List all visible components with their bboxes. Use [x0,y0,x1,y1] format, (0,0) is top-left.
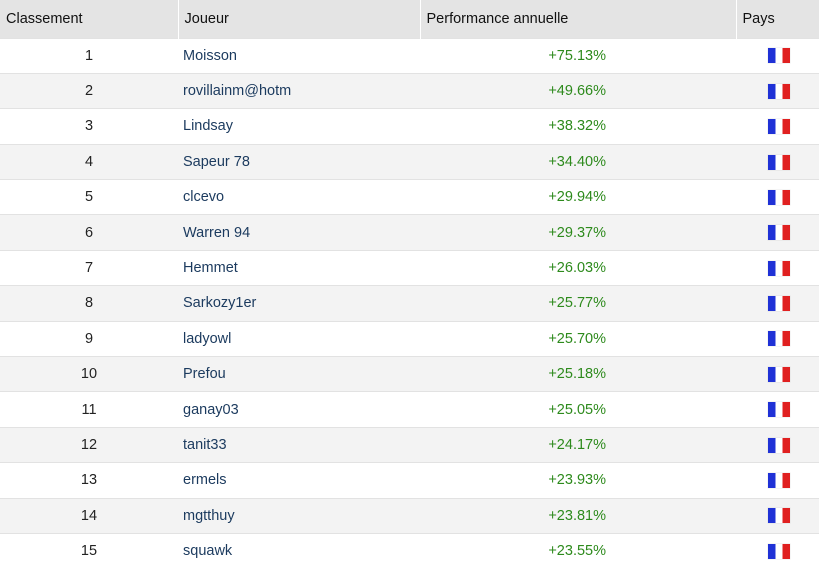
player-name-link[interactable]: Prefou [178,356,420,392]
france-flag-icon [768,508,790,524]
table-row[interactable]: 7 Hemmet +26.03% [0,249,819,286]
country-cell [736,179,819,215]
performance-cell: +23.81% [420,497,736,534]
france-flag-icon [768,154,790,170]
header-performance[interactable]: Performance annuelle [420,0,737,38]
rank-cell: 11 [0,391,178,428]
france-flag-icon [768,473,790,489]
table-row[interactable]: 12 tanit33 +24.17% [0,426,819,463]
rank-cell: 3 [0,108,178,145]
performance-cell: +23.55% [420,532,736,568]
table-row[interactable]: 9 ladyowl +25.70% [0,320,819,357]
performance-cell: +38.32% [420,108,736,145]
france-flag-icon [768,260,790,276]
player-name-link[interactable]: Sarkozy1er [178,285,420,322]
performance-cell: +25.05% [420,391,736,428]
france-flag-icon [768,189,790,205]
table-row[interactable]: 14 mgtthuy +23.81% [0,497,819,534]
player-name-link[interactable]: rovillainm@hotm [178,72,420,109]
player-name-link[interactable]: ladyowl [178,320,420,357]
france-flag-icon [768,331,790,347]
rank-cell: 13 [0,462,178,499]
rank-cell: 5 [0,179,178,215]
table-body: 1 Moisson +75.13% 2 rovillainm@hotm +49.… [0,37,819,568]
rank-cell: 2 [0,72,178,109]
france-flag-icon [768,366,790,382]
header-row: Classement Joueur Performance annuelle P… [0,0,819,38]
france-flag-icon [768,402,790,418]
rank-cell: 15 [0,532,178,568]
header-rank[interactable]: Classement [0,0,179,38]
player-name-link[interactable]: clcevo [178,179,420,215]
france-flag-icon [768,544,790,560]
table-row[interactable]: 11 ganay03 +25.05% [0,391,819,428]
table-row[interactable]: 5 clcevo +29.94% [0,179,819,215]
performance-cell: +49.66% [420,72,736,109]
country-cell [736,249,819,286]
player-name-link[interactable]: Warren 94 [178,214,420,251]
table-row[interactable]: 13 ermels +23.93% [0,462,819,499]
france-flag-icon [768,296,790,312]
player-name-link[interactable]: Lindsay [178,108,420,145]
performance-cell: +75.13% [420,37,736,74]
rank-cell: 8 [0,285,178,322]
table-row[interactable]: 3 Lindsay +38.32% [0,108,819,145]
country-cell [736,285,819,322]
rank-cell: 9 [0,320,178,357]
country-cell [736,532,819,568]
table-row[interactable]: 10 Prefou +25.18% [0,356,819,392]
performance-cell: +34.40% [420,143,736,180]
table-row[interactable]: 1 Moisson +75.13% [0,37,819,74]
france-flag-icon [768,437,790,453]
table-row[interactable]: 6 Warren 94 +29.37% [0,214,819,251]
france-flag-icon [768,225,790,241]
performance-cell: +24.17% [420,426,736,463]
player-name-link[interactable]: ganay03 [178,391,420,428]
country-cell [736,108,819,145]
rank-cell: 14 [0,497,178,534]
country-cell [736,356,819,392]
rank-cell: 6 [0,214,178,251]
table-row[interactable]: 2 rovillainm@hotm +49.66% [0,72,819,109]
table-row[interactable]: 15 squawk +23.55% [0,532,819,568]
performance-cell: +25.18% [420,356,736,392]
country-cell [736,426,819,463]
performance-cell: +29.37% [420,214,736,251]
performance-cell: +26.03% [420,249,736,286]
rank-cell: 4 [0,143,178,180]
player-name-link[interactable]: mgtthuy [178,497,420,534]
player-name-link[interactable]: Hemmet [178,249,420,286]
performance-cell: +29.94% [420,179,736,215]
header-player[interactable]: Joueur [178,0,421,38]
france-flag-icon [768,119,790,135]
country-cell [736,391,819,428]
country-cell [736,320,819,357]
player-name-link[interactable]: Moisson [178,37,420,74]
player-name-link[interactable]: Sapeur 78 [178,143,420,180]
country-cell [736,143,819,180]
table-row[interactable]: 8 Sarkozy1er +25.77% [0,285,819,322]
header-country[interactable]: Pays [736,0,819,38]
rank-cell: 7 [0,249,178,286]
player-name-link[interactable]: squawk [178,532,420,568]
france-flag-icon [768,83,790,99]
performance-cell: +25.70% [420,320,736,357]
player-name-link[interactable]: tanit33 [178,426,420,463]
table-row[interactable]: 4 Sapeur 78 +34.40% [0,143,819,180]
rank-cell: 1 [0,37,178,74]
country-cell [736,462,819,499]
performance-cell: +25.77% [420,285,736,322]
player-name-link[interactable]: ermels [178,462,420,499]
france-flag-icon [768,48,790,64]
country-cell [736,72,819,109]
table-header: Classement Joueur Performance annuelle P… [0,0,819,38]
rank-cell: 12 [0,426,178,463]
country-cell [736,214,819,251]
country-cell [736,497,819,534]
performance-cell: +23.93% [420,462,736,499]
country-cell [736,37,819,74]
rank-cell: 10 [0,356,178,392]
